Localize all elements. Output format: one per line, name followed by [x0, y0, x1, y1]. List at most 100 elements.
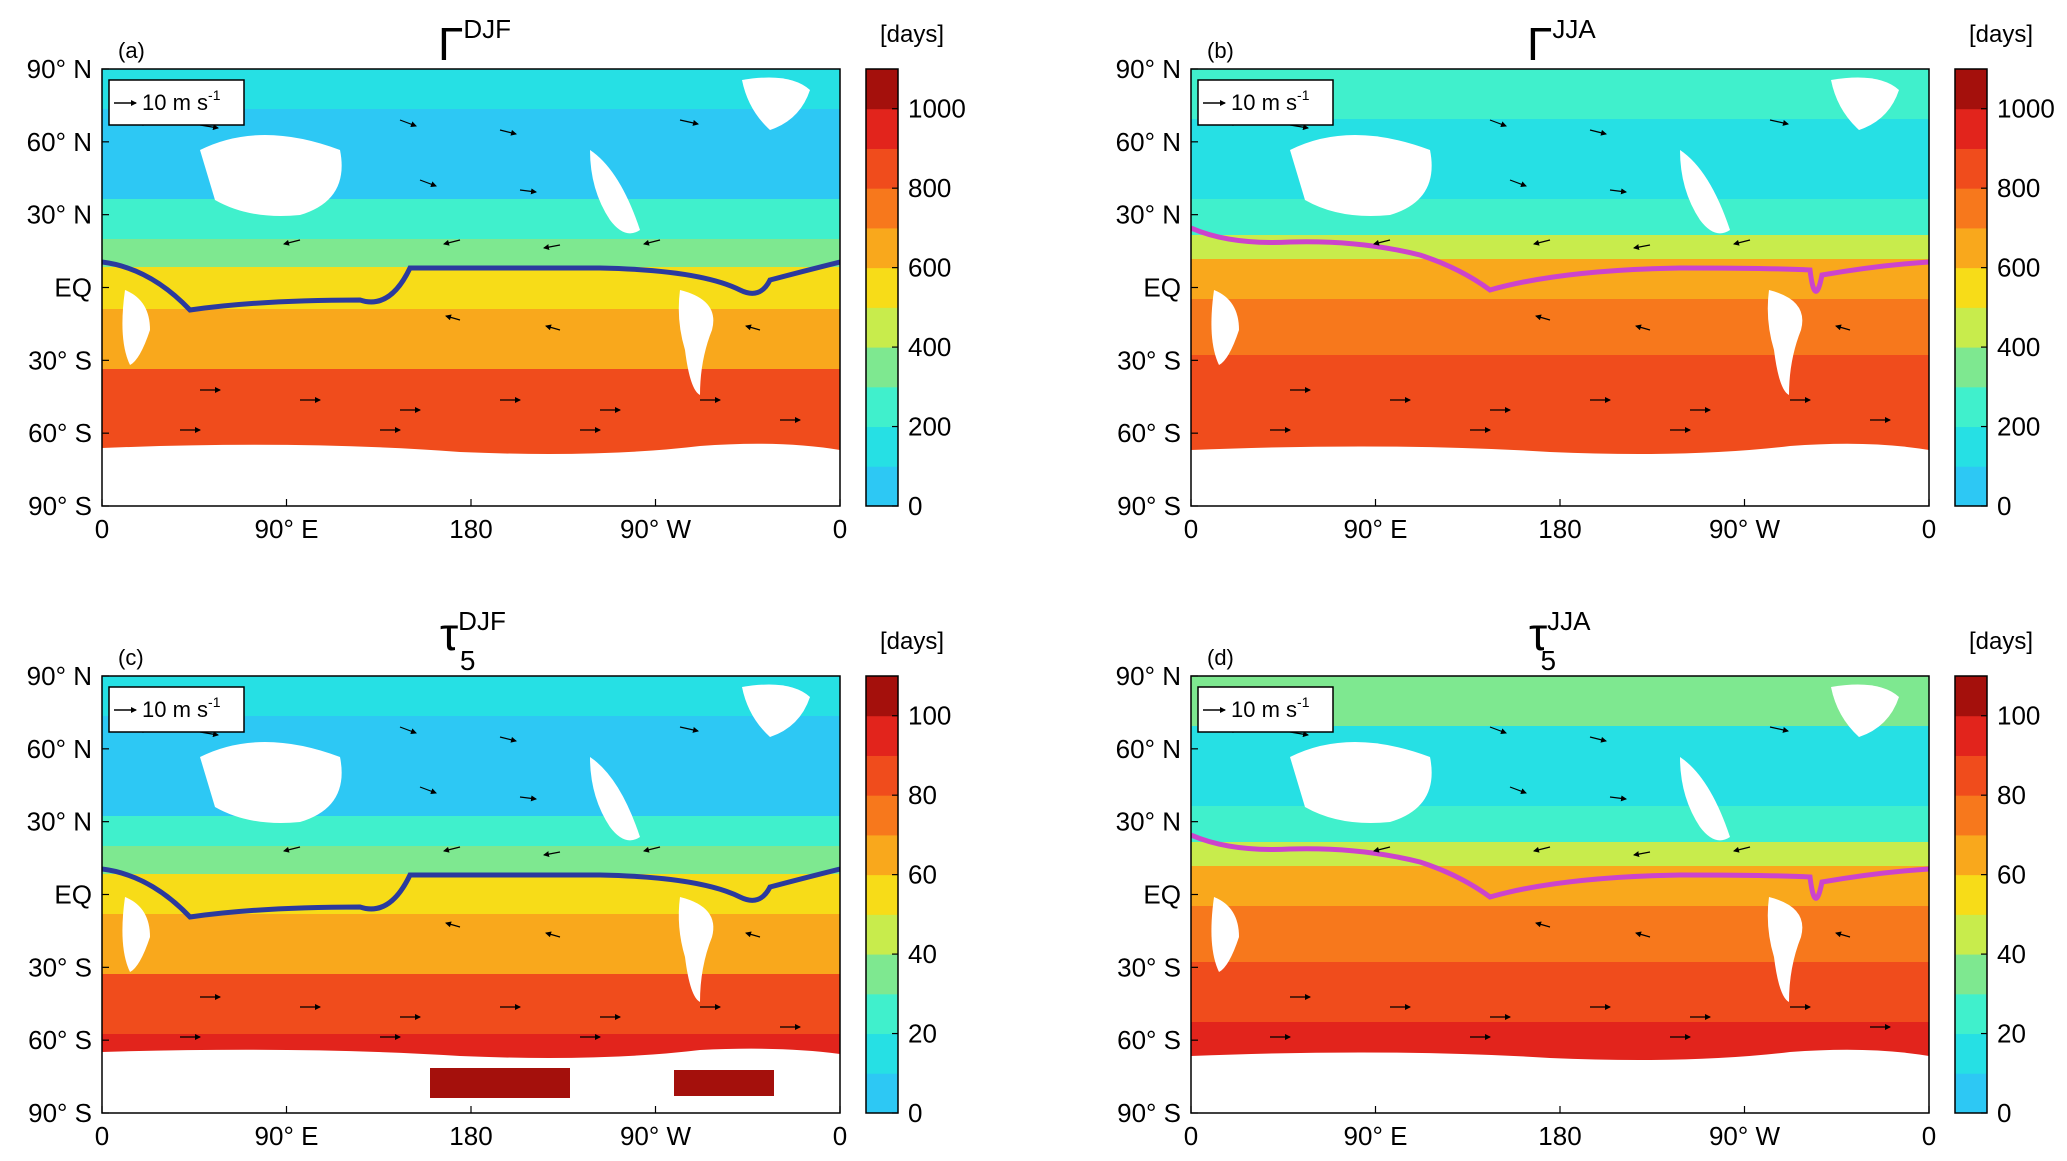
panel-a: 10 m s-1 (a) ΓDJF [days] 0 200 400 600 800 10…	[27, 14, 966, 544]
scale-arrow-box: 10 m s-1	[108, 79, 245, 126]
colorbar-tick-label: 40	[908, 939, 937, 969]
lat-tick-label: 90° S	[28, 1098, 92, 1128]
colorbar-segment	[1955, 108, 1987, 149]
colorbar-segment	[1955, 874, 1987, 915]
north-america-land	[1680, 150, 1730, 234]
colorbar-segment	[866, 386, 898, 428]
scale-arrow-label: 10 m s-1	[1231, 694, 1310, 722]
colorbar-segment	[1955, 188, 1987, 229]
band-trop-s	[1191, 299, 1929, 355]
panel-c: 10 m s-1 (c) τDJF 5 [days] 0 20 40 60 80 100 9…	[27, 606, 952, 1151]
colorbar-tick-label: 400	[908, 332, 951, 362]
lon-tick-label: 0	[833, 1121, 847, 1151]
lon-tick-label: 0	[1922, 1121, 1936, 1151]
colorbar: 0 200 400 600 800 1000	[865, 68, 966, 521]
lat-tick-label: 60° S	[28, 418, 92, 448]
colorbar-tick-label: 80	[908, 780, 937, 810]
map-area	[101, 68, 841, 507]
colorbar: 0 200 400 600 800 1000	[1954, 68, 2055, 521]
lon-tick-label: 180	[1538, 514, 1581, 544]
colorbar-tick-label: 800	[1997, 173, 2040, 203]
eurasia-land	[1290, 135, 1432, 216]
colorbar: 0 20 40 60 80 100	[1954, 675, 2040, 1128]
colorbar-tick-label: 20	[1997, 1019, 2026, 1049]
lon-tick-label: 0	[1184, 1121, 1198, 1151]
north-america-land	[1680, 757, 1730, 841]
lat-tick-label: EQ	[54, 880, 92, 910]
colorbar-segment	[1955, 1033, 1987, 1074]
colorbar-segment	[1955, 69, 1987, 110]
north-america-land	[590, 150, 640, 234]
africa-land	[1211, 897, 1239, 972]
colorbar-segment	[866, 993, 898, 1035]
colorbar-segment	[1955, 307, 1987, 348]
lat-axis: 90° N 60° N 30° N EQ 30° S 60° S 90° S	[27, 54, 109, 521]
lat-tick-label: 90° S	[28, 491, 92, 521]
lat-tick-label: 90° S	[1117, 491, 1181, 521]
colorbar-segment	[1955, 755, 1987, 796]
lat-tick-label: 30° S	[28, 952, 92, 982]
band-eq	[102, 267, 840, 309]
itcz-line	[102, 866, 840, 920]
itcz-line	[1191, 225, 1929, 294]
lat-tick-label: 30° S	[1117, 952, 1181, 982]
lat-tick-label: 30° N	[27, 807, 92, 837]
dark-red-patch	[674, 1070, 774, 1096]
colorbar-segment	[1955, 426, 1987, 467]
colorbar-tick-label: 80	[1997, 780, 2026, 810]
panel-letter: (b)	[1207, 38, 1234, 63]
band-subtrop-n	[1191, 806, 1929, 842]
wind-vectors	[1219, 119, 1891, 433]
band-trop-n	[102, 846, 840, 874]
colorbar-segment	[866, 755, 898, 796]
panel-title: τDJF 5	[440, 606, 506, 676]
lat-tick-label: 30° N	[1116, 807, 1181, 837]
colorbar-tick-label: 200	[908, 412, 951, 442]
colorbar-segment	[866, 954, 898, 995]
colorbar-tick-label: 20	[908, 1019, 937, 1049]
colorbar-tick-label: 0	[1997, 1098, 2011, 1128]
colorbar-segment	[1955, 1073, 1987, 1114]
lat-tick-label: 30° N	[27, 200, 92, 230]
band-trop-s	[102, 309, 840, 369]
colorbar-segment	[1955, 466, 1987, 507]
lat-axis: 90° N 60° N 30° N EQ 30° S 60° S 90° S	[1116, 54, 1198, 521]
scale-arrow-label: 10 m s-1	[142, 87, 221, 115]
band-eq	[1191, 866, 1929, 906]
colorbar-segment	[866, 1033, 898, 1074]
antarctica-land	[102, 443, 840, 506]
eurasia-land	[200, 135, 342, 216]
lon-tick-label: 90° E	[255, 1121, 319, 1151]
lat-tick-label: 90° S	[1117, 1098, 1181, 1128]
lat-axis: 90° N 60° N 30° N EQ 30° S 60° S 90° S	[27, 661, 109, 1128]
colorbar-segment	[866, 795, 898, 836]
colorbar-segment	[866, 108, 898, 149]
band-trop-s	[1191, 906, 1929, 962]
africa-land	[122, 897, 150, 972]
lon-tick-label: 90° E	[255, 514, 319, 544]
colorbar-tick-label: 60	[1997, 860, 2026, 890]
lon-tick-label: 0	[95, 514, 109, 544]
lon-tick-label: 180	[1538, 1121, 1581, 1151]
greenland-land	[1831, 684, 1899, 737]
lon-tick-label: 90° W	[1709, 514, 1781, 544]
band-eq	[102, 874, 840, 914]
colorbar-segment	[866, 188, 898, 229]
band-subtrop-s	[102, 369, 840, 459]
lon-tick-label: 90° E	[1344, 514, 1408, 544]
scale-arrow-box: 10 m s-1	[1197, 79, 1334, 126]
lat-tick-label: 30° S	[1117, 345, 1181, 375]
colorbar-tick-label: 1000	[908, 94, 966, 124]
colorbar-tick-label: 1000	[1997, 94, 2055, 124]
antarctica-land	[1191, 443, 1929, 506]
colorbar-segment	[1955, 347, 1987, 388]
colorbar-segment	[866, 347, 898, 388]
panel-letter: (d)	[1207, 645, 1234, 670]
map-area	[101, 675, 841, 1114]
colorbar-tick-label: 600	[1997, 253, 2040, 283]
lon-axis: 0 90° E 180 90° W 0	[95, 1106, 847, 1151]
lon-tick-label: 0	[1922, 514, 1936, 544]
band-subtrop-s	[1191, 962, 1929, 1022]
colorbar-segment	[866, 267, 898, 308]
